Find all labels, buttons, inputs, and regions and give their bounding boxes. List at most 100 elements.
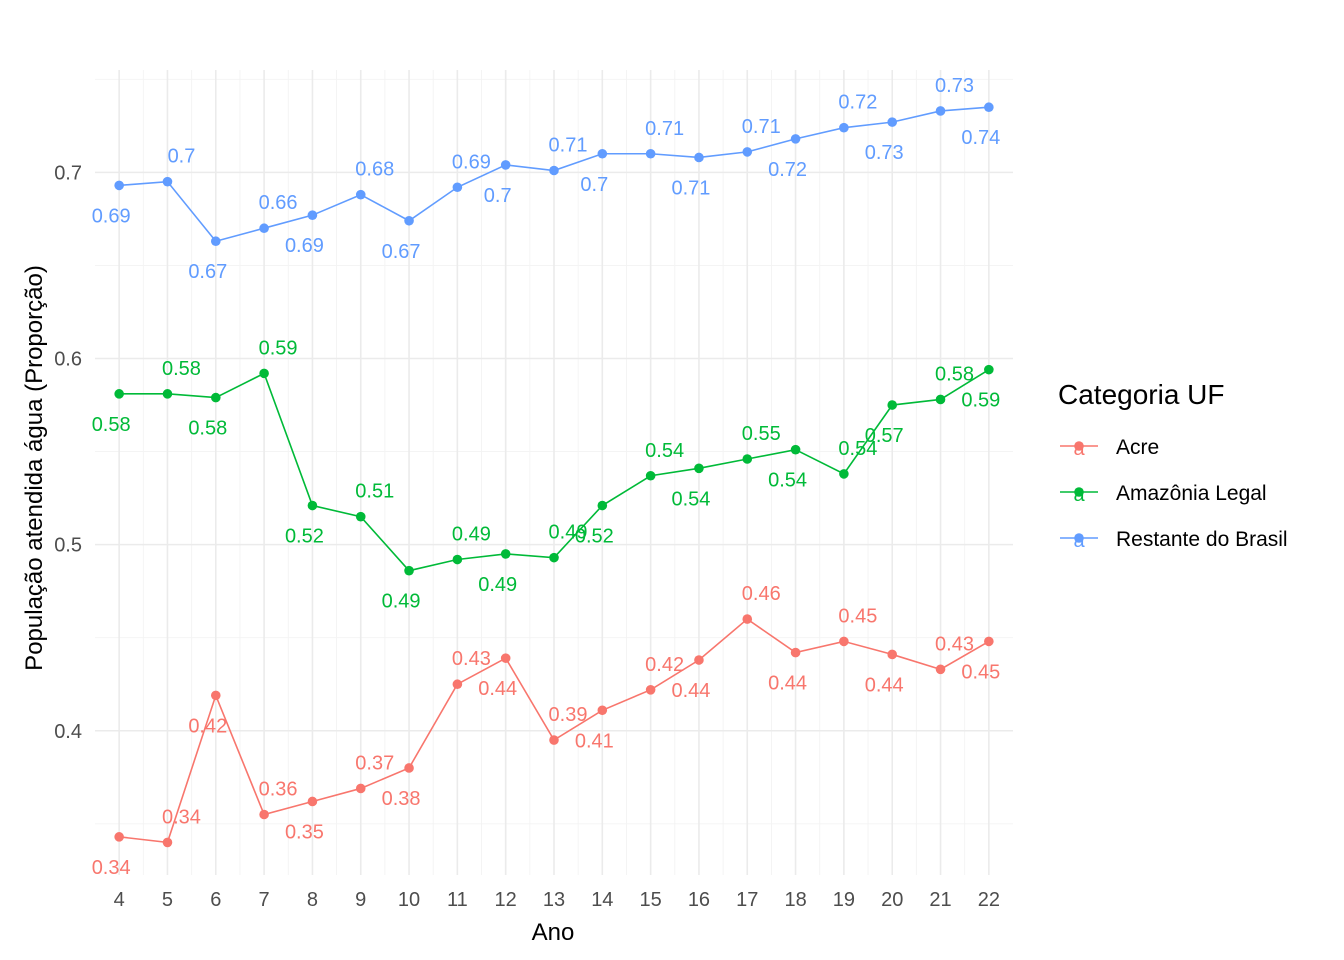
x-tick-label: 15 [640, 889, 662, 911]
x-tick-label: 5 [162, 889, 173, 911]
legend-label: Restante do Brasil [1116, 528, 1288, 551]
data-point [259, 809, 269, 820]
data-label: 0.49 [549, 522, 588, 544]
y-tick-label: 0.5 [54, 535, 82, 557]
data-label: 0.7 [168, 146, 196, 168]
legend-key-glyph: a [1073, 438, 1085, 460]
y-axis-ticks: 0.4 0.5 0.6 0.7 [54, 162, 82, 742]
data-label: 0.44 [865, 674, 904, 696]
data-point [307, 210, 318, 220]
x-tick-label: 14 [591, 889, 613, 911]
x-tick-label: 19 [833, 889, 855, 911]
legend-title: Categoria UF [1058, 379, 1225, 410]
data-label: 0.43 [452, 648, 491, 670]
y-tick-label: 0.4 [54, 721, 82, 743]
data-label: 0.71 [645, 118, 684, 140]
data-label: 0.71 [742, 116, 781, 138]
data-label: 0.7 [580, 174, 608, 196]
data-point [887, 400, 898, 410]
legend-label: Acre [1116, 436, 1159, 459]
y-tick-label: 0.7 [54, 162, 82, 184]
data-point [452, 182, 463, 193]
data-point [404, 565, 414, 576]
data-labels: 0.34 0.34 0.42 0.36 0.35 0.37 0.38 0.43 0.44 0.39… [92, 75, 1001, 879]
data-label: 0.72 [838, 92, 877, 114]
data-point [597, 705, 608, 716]
x-axis-ticks: 4 5 6 7 8 9 10 11 12 13 14 15 16 17 18 19 20 21 22 [114, 889, 1000, 911]
data-point [114, 389, 124, 399]
data-label: 0.68 [355, 159, 394, 181]
data-label: 0.72 [768, 159, 807, 181]
data-point [404, 763, 414, 773]
data-point [645, 470, 656, 481]
data-label: 0.73 [865, 142, 904, 164]
data-point [259, 368, 269, 379]
data-label: 0.74 [961, 127, 1000, 149]
data-point [694, 655, 704, 665]
data-label: 0.39 [549, 704, 588, 726]
data-point [645, 148, 656, 159]
data-label: 0.69 [92, 205, 131, 227]
x-tick-label: 6 [210, 889, 221, 911]
data-point [839, 122, 849, 133]
legend-item: a Acre [1060, 436, 1159, 460]
data-label: 0.37 [355, 752, 394, 774]
data-point [597, 500, 608, 511]
series-amaz-nia-legal [114, 364, 994, 576]
data-point [210, 392, 221, 403]
data-label: 0.54 [838, 438, 877, 460]
legend-item: a Restante do Brasil [1060, 528, 1288, 552]
data-label: 0.58 [162, 358, 201, 380]
data-label: 0.34 [92, 857, 131, 879]
data-point [404, 215, 414, 226]
data-point [839, 469, 849, 479]
data-point [500, 653, 511, 663]
data-point [452, 554, 463, 565]
data-point [259, 223, 269, 234]
data-point [500, 160, 511, 170]
legend-item: a Amazônia Legal [1060, 482, 1267, 506]
data-label: 0.49 [452, 524, 491, 546]
data-point [887, 649, 898, 660]
x-tick-label: 9 [355, 889, 366, 911]
x-tick-label: 8 [307, 889, 318, 911]
legend-key-glyph: a [1073, 484, 1085, 506]
data-point [210, 690, 221, 701]
data-label: 0.58 [92, 414, 131, 436]
data-label: 0.7 [484, 185, 512, 207]
data-label: 0.36 [259, 779, 298, 801]
data-label: 0.38 [382, 788, 421, 810]
data-label: 0.46 [742, 583, 781, 605]
data-point [742, 614, 753, 624]
data-label: 0.49 [382, 591, 421, 613]
data-label: 0.51 [355, 481, 394, 503]
legend-key-point [1074, 533, 1084, 543]
data-point [984, 102, 994, 113]
data-label: 0.66 [259, 192, 298, 214]
x-tick-label: 4 [114, 889, 125, 911]
data-label: 0.58 [935, 363, 974, 385]
data-point [452, 679, 463, 690]
data-label: 0.45 [838, 605, 877, 627]
data-point [355, 189, 366, 200]
x-tick-label: 18 [784, 889, 806, 911]
data-label: 0.43 [935, 633, 974, 655]
y-tick-label: 0.6 [54, 348, 82, 370]
data-point [549, 165, 559, 176]
data-point [839, 636, 849, 647]
data-point [694, 152, 704, 163]
data-label: 0.71 [549, 135, 588, 157]
data-label: 0.58 [188, 418, 227, 440]
x-axis-title: Ano [532, 919, 575, 946]
series-restante-do-brasil [114, 102, 994, 247]
data-point [935, 664, 946, 675]
data-point [597, 148, 608, 159]
x-tick-label: 13 [543, 889, 565, 911]
data-label: 0.34 [162, 806, 201, 828]
data-label: 0.54 [645, 440, 684, 462]
series-lines [114, 102, 994, 848]
x-tick-label: 20 [881, 889, 903, 911]
data-point [935, 394, 946, 405]
data-point [549, 735, 559, 745]
